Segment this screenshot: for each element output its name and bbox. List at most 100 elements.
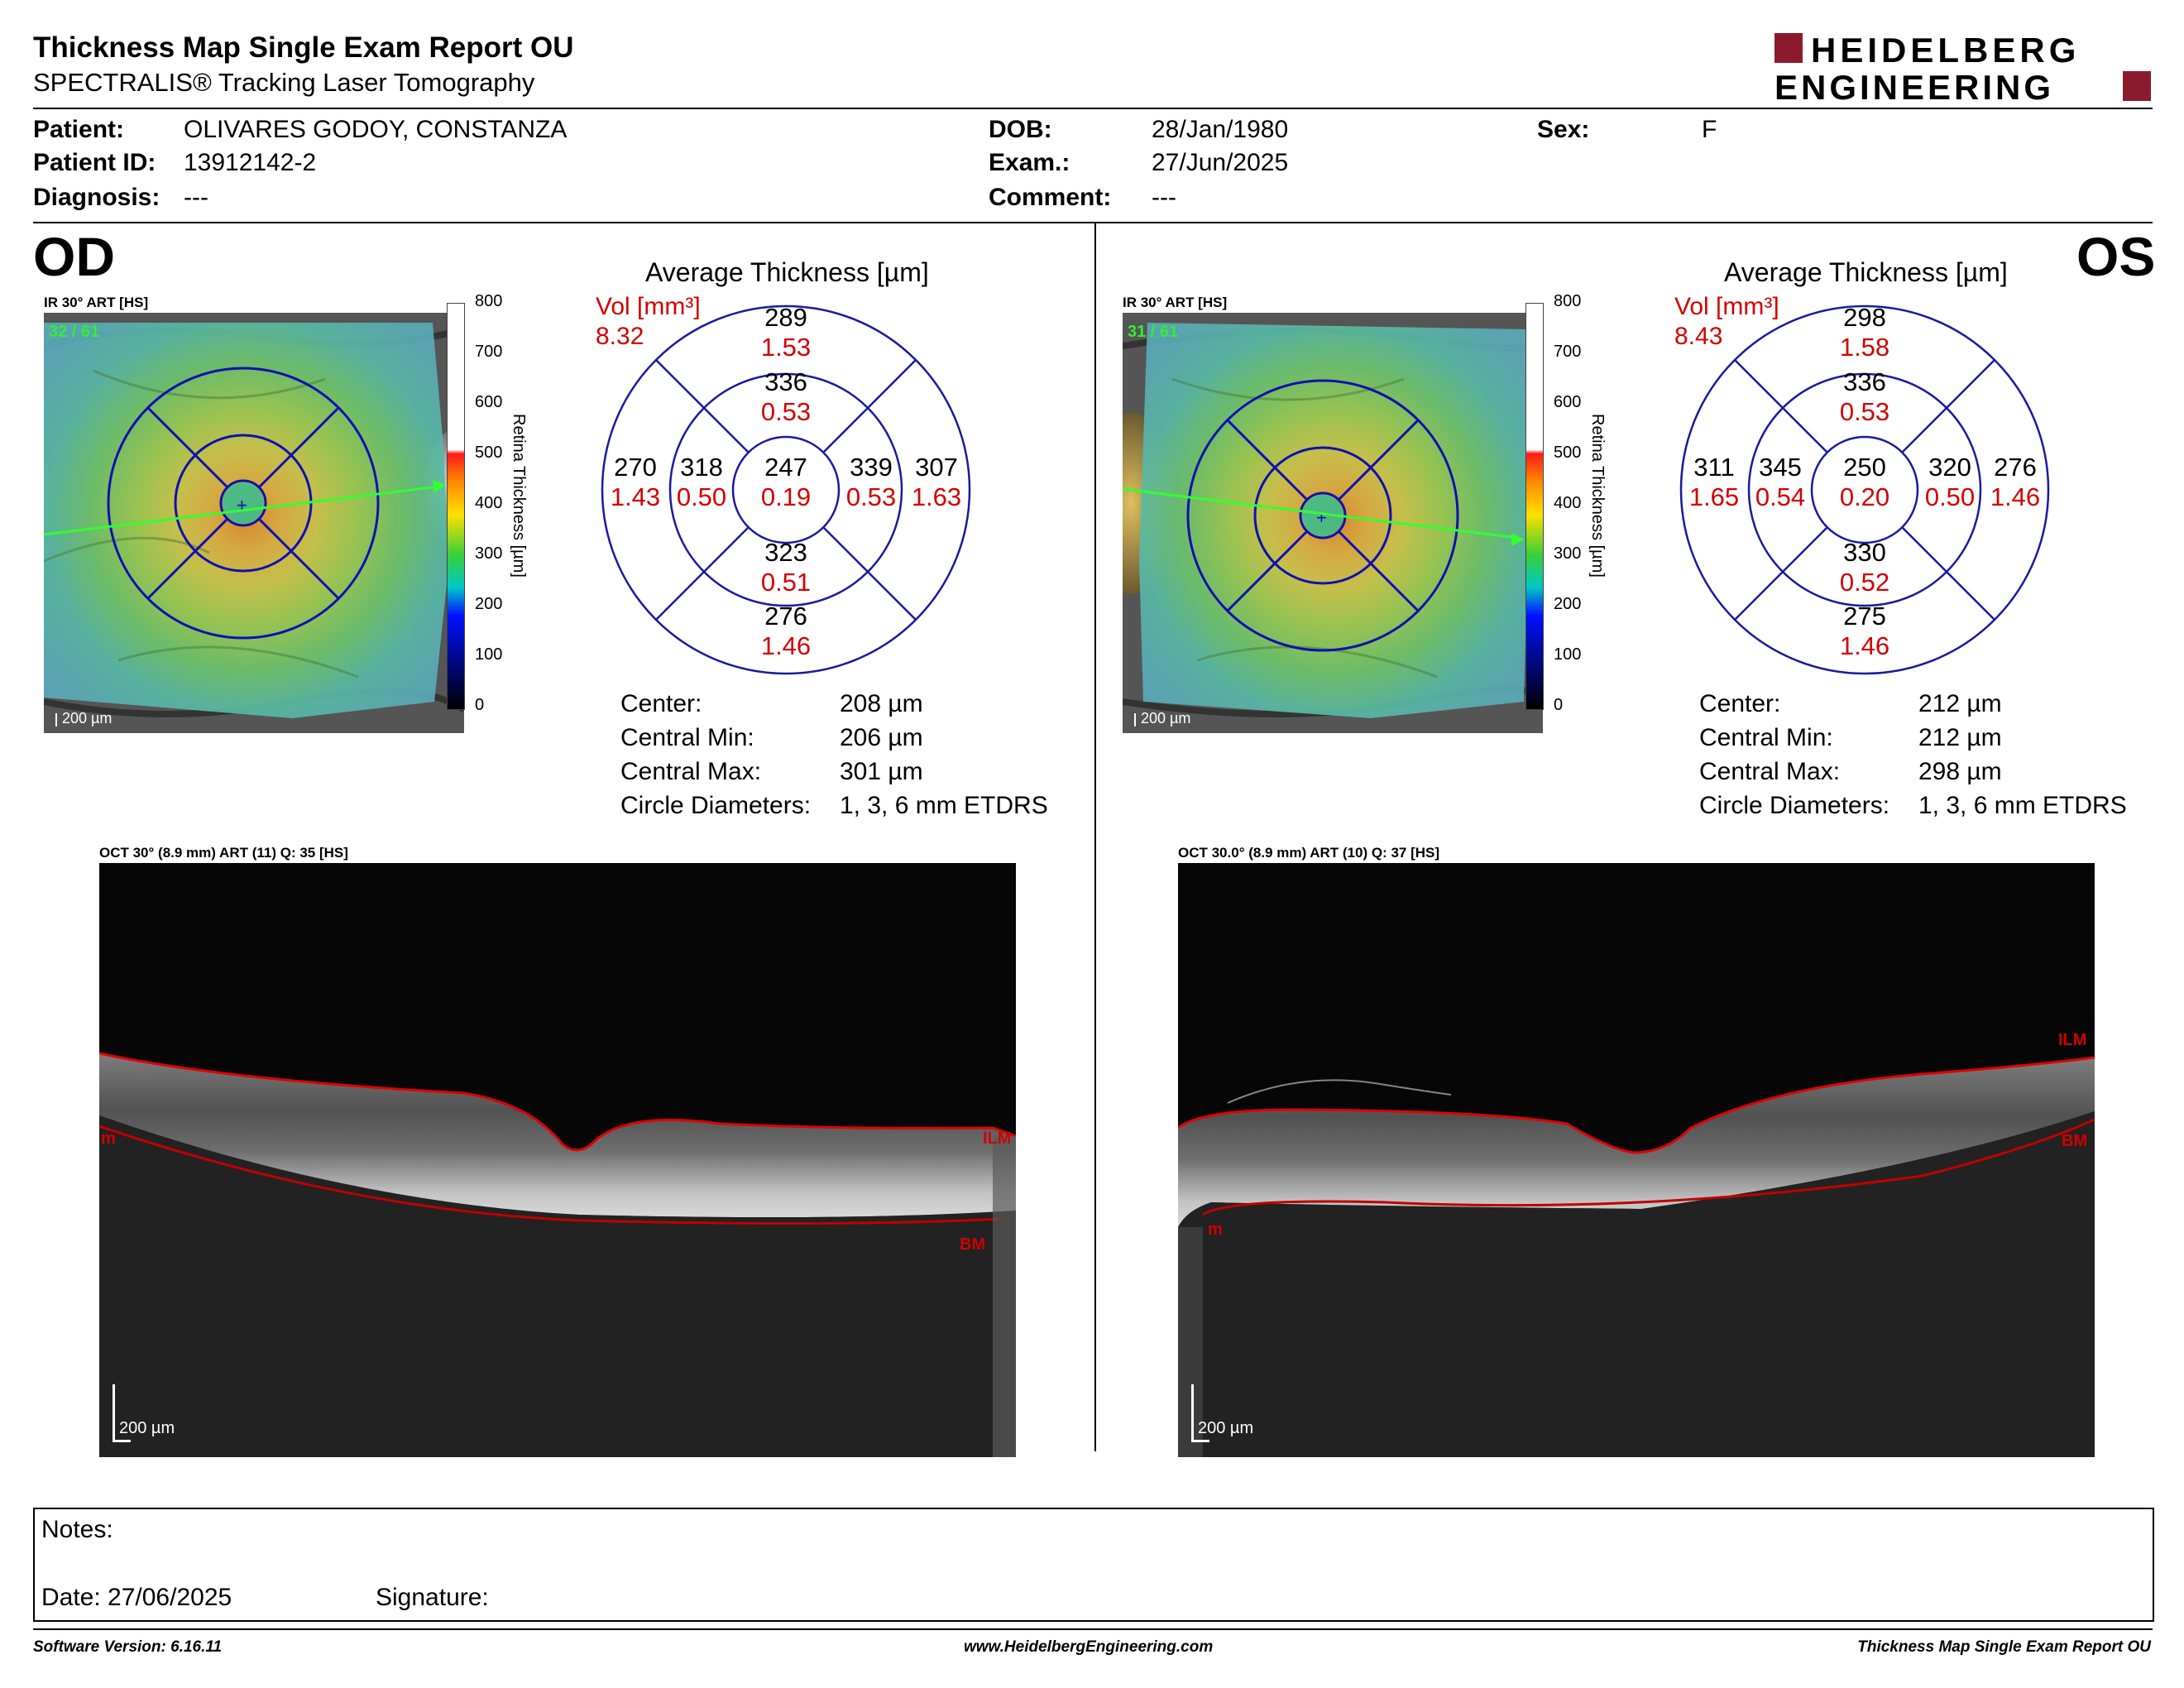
footer-report-name: Thickness Map Single Exam Report OU	[1857, 1638, 2151, 1656]
dob-value: 28/Jan/1980	[1152, 116, 1289, 143]
etdrs-grid-od	[107, 367, 380, 640]
sector-center-os: 250 0.20	[1839, 453, 1890, 511]
signature-label: Signature:	[376, 1584, 489, 1611]
art-count-os: 31 / 61	[1128, 323, 1179, 341]
logo-line2: ENGINEERING	[1774, 68, 2054, 103]
colorbar-label-os: Retina Thickness [µm]	[1588, 414, 1607, 578]
ir-caption-od: IR 30° ART [HS]	[44, 295, 149, 310]
oct-scale-bar-os	[1191, 1384, 1194, 1442]
sector-outer-inferior-od: 276 1.46	[760, 602, 812, 660]
comment-label: Comment:	[989, 184, 1112, 211]
sector-outer-nasal-os: 276 1.46	[1990, 453, 2041, 511]
vol-total-od: 8.32	[596, 323, 644, 350]
cbar-tick: 0	[475, 696, 485, 714]
report-subtitle: SPECTRALIS® Tracking Laser Tomography	[33, 68, 535, 97]
central-min-value-od: 206 µm	[840, 724, 923, 751]
thickness-map-od: + 32 / 61 200 µm	[44, 313, 464, 733]
cbar-tick: 600	[1554, 393, 1582, 411]
sector-center-od: 247 0.19	[760, 453, 812, 511]
sector-inner-nasal-od: 339 0.53	[845, 453, 897, 511]
sector-inner-superior-os: 336 0.53	[1839, 367, 1890, 426]
header-rule	[33, 108, 2153, 109]
report-title: Thickness Map Single Exam Report OU	[33, 31, 574, 64]
cbar-tick: 400	[1554, 494, 1582, 512]
svg-text:+: +	[237, 495, 247, 516]
cbar-tick: 200	[475, 595, 503, 613]
sector-inner-superior-od: 336 0.53	[760, 367, 812, 426]
sector-inner-inferior-od: 323 0.51	[760, 538, 812, 597]
cbar-tick: 700	[475, 343, 503, 361]
central-min-value-os: 212 µm	[1918, 724, 2002, 751]
notes-label: Notes:	[41, 1516, 113, 1543]
cbar-tick: 0	[1554, 696, 1564, 714]
colorbar-od	[447, 303, 465, 710]
sector-inner-temporal-od: 318 0.50	[676, 453, 727, 511]
sector-outer-inferior-os: 275 1.46	[1839, 602, 1890, 660]
thickness-map-os: + 31 / 61 200 µm	[1123, 313, 1543, 733]
patient-rule	[33, 222, 2153, 223]
cbar-tick: 200	[1554, 595, 1582, 613]
central-min-label-od: Central Min:	[620, 724, 754, 751]
circle-diameters-value-os: 1, 3, 6 mm ETDRS	[1918, 792, 2127, 819]
sector-inner-inferior-os: 330 0.52	[1839, 538, 1890, 597]
oct-caption-os: OCT 30.0° (8.9 mm) ART (10) Q: 37 [HS]	[1178, 845, 1440, 861]
circle-diameters-label-os: Circle Diameters:	[1699, 792, 1890, 819]
website-link[interactable]: www.HeidelbergEngineering.com	[964, 1638, 1214, 1656]
sector-outer-nasal-od: 307 1.63	[911, 453, 962, 511]
vol-total-os: 8.43	[1674, 323, 1723, 350]
cbar-tick: 800	[1554, 292, 1582, 310]
dob-label: DOB:	[989, 116, 1052, 143]
ilm-label-os: ILM	[2058, 1031, 2087, 1049]
eye-label-od: OD	[33, 226, 115, 287]
cbar-tick: 700	[1554, 343, 1582, 361]
oct-scale-label-od: 200 µm	[119, 1419, 175, 1437]
notes-box[interactable]: Notes: Date: 27/06/2025 Signature:	[33, 1508, 2154, 1622]
svg-text:+: +	[1316, 507, 1327, 528]
scale-bar-os	[1134, 713, 1136, 727]
footer-rule	[33, 1628, 2153, 1630]
scale-label-os: 200 µm	[1141, 710, 1191, 727]
exam-value: 27/Jun/2025	[1152, 149, 1289, 176]
scale-label-od: 200 µm	[62, 710, 113, 727]
software-version: Software Version: 6.16.11	[33, 1638, 223, 1656]
m-label-os: m	[1208, 1220, 1223, 1239]
cbar-tick: 300	[475, 544, 503, 563]
diagnosis-label: Diagnosis:	[33, 184, 160, 211]
cbar-tick: 100	[475, 645, 503, 664]
cbar-tick: 100	[1554, 645, 1582, 664]
oct-bscan-os: ILM BM m 200 µm	[1178, 863, 2095, 1457]
central-max-label-od: Central Max:	[620, 758, 762, 785]
eye-label-os: OS	[2076, 226, 2156, 287]
exam-label: Exam.:	[989, 149, 1070, 176]
ilm-label-od: ILM	[983, 1129, 1012, 1148]
sector-outer-temporal-os: 311 1.65	[1688, 453, 1740, 511]
cbar-tick: 400	[475, 494, 503, 512]
ir-caption-os: IR 30° ART [HS]	[1123, 295, 1228, 310]
m-label-od: m	[101, 1129, 116, 1148]
center-value-os: 212 µm	[1918, 690, 2002, 717]
logo-line1: HEIDELBERG	[1811, 31, 2080, 70]
avg-thickness-title-os: Average Thickness [µm]	[1724, 257, 2008, 287]
cbar-tick: 500	[475, 444, 503, 462]
oct-scale-bar-foot-os	[1191, 1440, 1209, 1442]
sex-label: Sex:	[1537, 116, 1590, 143]
central-min-label-os: Central Min:	[1699, 724, 1833, 751]
sector-outer-temporal-od: 270 1.43	[610, 453, 661, 511]
cbar-tick: 800	[475, 292, 503, 310]
colorbar-label-od: Retina Thickness [µm]	[510, 414, 528, 578]
patient-label: Patient:	[33, 116, 125, 143]
colorbar-os	[1525, 303, 1544, 710]
patient-id-value: 13912142-2	[184, 149, 317, 176]
oct-scale-bar-od	[113, 1384, 115, 1442]
cbar-tick: 300	[1554, 544, 1582, 563]
heidelberg-logo: HEIDELBERG ENGINEERING	[1774, 31, 2151, 103]
oct-scale-bar-foot-od	[113, 1440, 131, 1442]
center-label-os: Center:	[1699, 690, 1781, 717]
comment-value: ---	[1152, 184, 1176, 211]
cbar-tick: 500	[1554, 444, 1582, 462]
etdrs-chart-od	[601, 305, 971, 675]
sex-value: F	[1702, 116, 1717, 143]
date-label: Date: 27/06/2025	[41, 1584, 232, 1611]
etdrs-grid-os	[1186, 379, 1459, 652]
sector-inner-nasal-os: 320 0.50	[1924, 453, 1976, 511]
